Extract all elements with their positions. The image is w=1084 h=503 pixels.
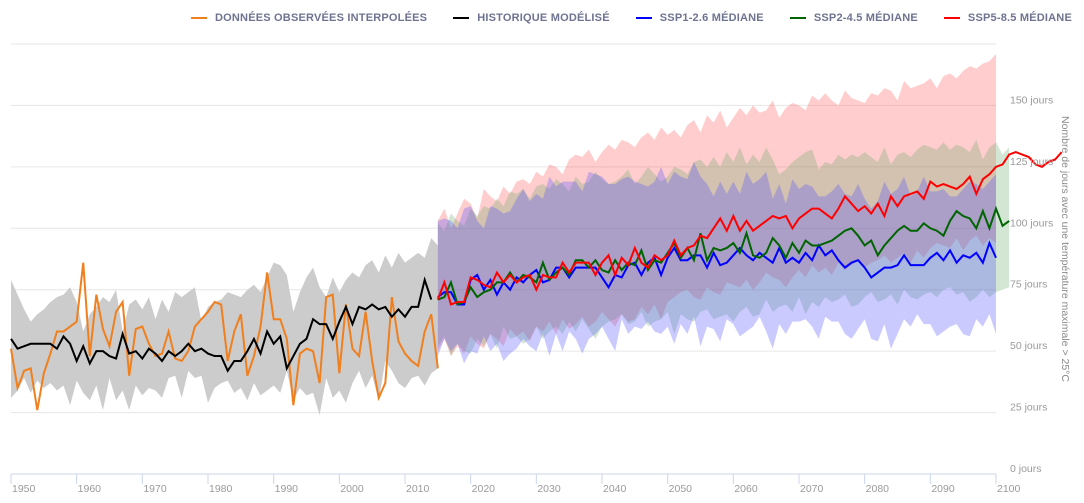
y-tick-label: 25 jours: [1010, 402, 1047, 414]
x-tick-label: 1980: [209, 483, 233, 495]
x-tick-label: 2000: [340, 483, 364, 495]
legend-item-ssp585[interactable]: SSP5-8.5 MÉDIANE: [943, 12, 1072, 24]
x-tick-label: 1990: [275, 483, 299, 495]
legend-item-ssp245[interactable]: SSP2-4.5 MÉDIANE: [789, 12, 918, 24]
legend-label-observed: DONNÉES OBSERVÉES INTERPOLÉES: [215, 12, 428, 24]
y-tick-label: 50 jours: [1010, 340, 1047, 352]
historical-line: [10, 276, 433, 373]
legend-swatch-observed: [191, 17, 207, 19]
x-tick-label: 1950: [12, 483, 36, 495]
legend-item-ssp126[interactable]: SSP1-2.6 MÉDIANE: [635, 12, 764, 24]
legend-swatch-ssp585: [943, 17, 960, 19]
x-tick-label: 2070: [800, 483, 824, 495]
x-axis: 1950 1960 1970 1980 1990 2000 2010 2020 2030 2040…: [10, 473, 1021, 495]
legend-label-ssp126: SSP1-2.6 MÉDIANE: [659, 12, 764, 24]
x-tick-label: 2040: [603, 483, 627, 495]
ssp126-range-band: [437, 161, 996, 364]
x-tick-label: 1970: [143, 483, 167, 495]
y-tick-label: 75 jours: [1010, 279, 1047, 291]
ssp585-range-band: [437, 53, 996, 357]
y-tick-label: 150 jours: [1010, 94, 1053, 106]
legend-label-ssp245: SSP2-4.5 MÉDIANE: [813, 12, 918, 24]
y-tick-label: 100 jours: [1010, 217, 1053, 229]
y-axis: 0 jours 25 jours 50 jours 75 jours 100 jours…: [1010, 94, 1053, 475]
ssp585-line: [436, 151, 1063, 306]
uncertainty-bands: [11, 53, 1010, 416]
legend-swatch-ssp245: [789, 17, 806, 19]
observed-line: [10, 262, 439, 411]
legend-label-ssp585: SSP5-8.5 MÉDIANE: [967, 12, 1072, 24]
legend-item-historical[interactable]: HISTORIQUE MODÉLISÉ: [453, 12, 610, 24]
x-tick-label: 2050: [669, 483, 693, 495]
ssp126-line: [437, 240, 997, 306]
x-tick-label: 2080: [866, 483, 890, 495]
legend-label-historical: HISTORIQUE MODÉLISÉ: [477, 12, 610, 24]
chart-legend: DONNÉES OBSERVÉES INTERPOLÉES HISTORIQUE…: [191, 12, 1072, 24]
x-tick-label: 2020: [472, 483, 496, 495]
x-tick-label: 2100: [997, 483, 1021, 495]
legend-swatch-ssp126: [635, 17, 652, 19]
x-tick-label: 2090: [931, 483, 955, 495]
x-tick-label: 1960: [78, 483, 102, 495]
ssp245-range-band: [437, 139, 1010, 357]
x-tick-label: 2060: [734, 483, 758, 495]
y-axis-title: Nombre de jours avec une température max…: [1059, 116, 1071, 382]
series-lines: [10, 151, 1063, 411]
y-tick-label: 0 jours: [1010, 463, 1042, 475]
legend-swatch-historical: [453, 17, 470, 19]
legend-item-observed[interactable]: DONNÉES OBSERVÉES INTERPOLÉES: [191, 12, 427, 24]
x-tick-label: 2030: [537, 483, 561, 495]
y-tick-label: 125 jours: [1010, 156, 1053, 168]
x-tick-label: 2010: [406, 483, 430, 495]
